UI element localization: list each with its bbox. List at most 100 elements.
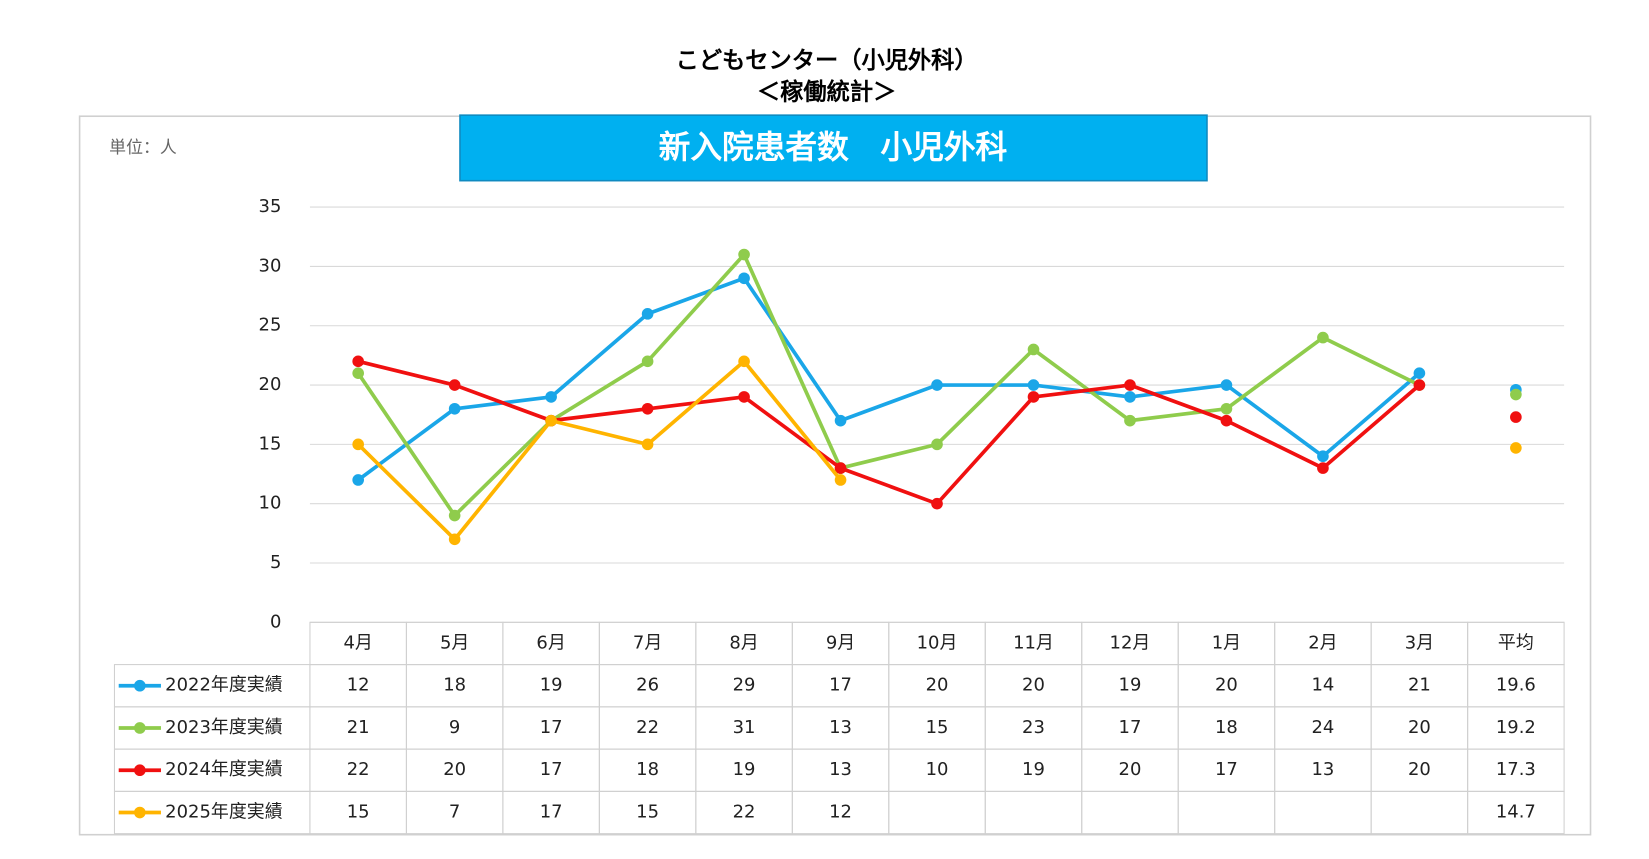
table-value: 20 — [1022, 675, 1045, 696]
table-cell — [1081, 790, 1179, 835]
data-point — [834, 474, 847, 486]
table-cell — [888, 790, 986, 835]
table-value: 22 — [636, 717, 659, 738]
table-value: 20 — [1408, 759, 1431, 780]
table-value: 17 — [540, 802, 563, 823]
data-point — [545, 414, 557, 427]
x-tick-label: 8月 — [729, 632, 758, 653]
data-point — [1220, 379, 1233, 391]
data-point — [1413, 367, 1426, 379]
table-average: 19.2 — [1496, 717, 1536, 738]
y-tick-label: 20 — [259, 374, 282, 395]
table-average: 14.7 — [1496, 802, 1536, 823]
x-tick-label: 7月 — [633, 632, 662, 653]
table-value: 23 — [1022, 717, 1045, 738]
data-point — [738, 248, 750, 261]
table-value: 24 — [1311, 717, 1334, 738]
table-cell — [1177, 790, 1276, 835]
data-point — [931, 438, 943, 451]
data-point — [448, 509, 461, 522]
data-point — [1124, 391, 1136, 403]
y-tick-label: 5 — [270, 552, 281, 573]
chart-subtitle: ＜稼働統計＞ — [757, 78, 896, 105]
data-point — [1317, 462, 1329, 474]
table-value: 18 — [636, 759, 659, 780]
table-value: 19 — [1022, 759, 1045, 780]
table-value: 17 — [1119, 717, 1142, 738]
table-value: 18 — [1215, 717, 1238, 738]
x-tick-label: 平均 — [1498, 632, 1534, 653]
banner-box — [459, 114, 1208, 182]
series-line — [357, 359, 1421, 506]
legend-label: 2025年度実績 — [165, 802, 283, 823]
table-value: 26 — [636, 675, 659, 696]
data-point — [1027, 343, 1040, 356]
table-value: 18 — [443, 675, 466, 696]
data-point — [834, 414, 847, 427]
legend-marker — [134, 679, 146, 692]
table-value: 22 — [347, 759, 370, 780]
table-value: 7 — [449, 802, 460, 823]
table-average: 19.6 — [1496, 675, 1536, 696]
table-value: 12 — [829, 802, 852, 823]
table-value: 14 — [1311, 675, 1334, 696]
legend-marker — [134, 806, 146, 819]
legend-label: 2022年度実績 — [165, 675, 283, 696]
table-value: 13 — [1311, 759, 1334, 780]
average-point — [1510, 388, 1522, 401]
data-point — [352, 438, 364, 451]
legend-marker — [134, 722, 146, 734]
table-cell — [1274, 790, 1372, 835]
table-value: 19 — [1119, 675, 1142, 696]
data-point — [931, 497, 943, 510]
legend-label: 2024年度実績 — [165, 759, 283, 780]
y-tick-label: 15 — [259, 433, 282, 454]
y-tick-label: 30 — [259, 255, 282, 276]
series-line — [356, 252, 1421, 518]
series-line — [356, 359, 842, 542]
table-cell — [984, 790, 1083, 835]
x-tick-label: 11月 — [1013, 632, 1054, 653]
table-value: 21 — [347, 717, 370, 738]
average-point — [1510, 442, 1522, 454]
y-tick-label: 0 — [270, 611, 281, 632]
data-point — [738, 272, 750, 285]
table-value: 13 — [829, 759, 852, 780]
table-value: 17 — [540, 759, 563, 780]
table-value: 15 — [347, 802, 370, 823]
x-tick-label: 12月 — [1110, 632, 1151, 653]
table-cell — [1370, 790, 1469, 835]
y-tick-label: 10 — [259, 493, 282, 514]
table-value: 15 — [926, 717, 949, 738]
table-value: 20 — [926, 675, 949, 696]
table-value: 31 — [733, 717, 756, 738]
y-tick-label: 35 — [259, 196, 282, 217]
data-point — [738, 355, 750, 368]
table-cell — [1467, 790, 1565, 835]
chart-title: こどもセンター（小児外科） — [676, 47, 978, 74]
data-point — [352, 474, 364, 486]
table-value: 17 — [829, 675, 852, 696]
table-value: 20 — [1408, 717, 1431, 738]
data-point — [1124, 414, 1136, 427]
x-tick-label: 4月 — [343, 632, 372, 653]
legend-marker — [134, 764, 146, 777]
x-tick-label: 2月 — [1308, 632, 1337, 653]
table-value: 20 — [1119, 759, 1142, 780]
x-tick-label: 1月 — [1212, 632, 1241, 653]
x-tick-label: 5月 — [440, 632, 469, 653]
x-tick-label: 3月 — [1405, 632, 1434, 653]
x-tick-label: 9月 — [826, 632, 855, 653]
banner-text: 新入院患者数 小児外科 — [659, 129, 1008, 166]
table-value: 12 — [347, 675, 370, 696]
legend-label: 2023年度実績 — [165, 717, 283, 738]
data-point — [641, 402, 654, 415]
data-point — [352, 367, 364, 379]
x-tick-label: 6月 — [536, 632, 565, 653]
y-tick-label: 25 — [259, 315, 282, 336]
data-point — [1027, 391, 1040, 403]
table-value: 29 — [733, 675, 756, 696]
table-average: 17.3 — [1496, 759, 1536, 780]
